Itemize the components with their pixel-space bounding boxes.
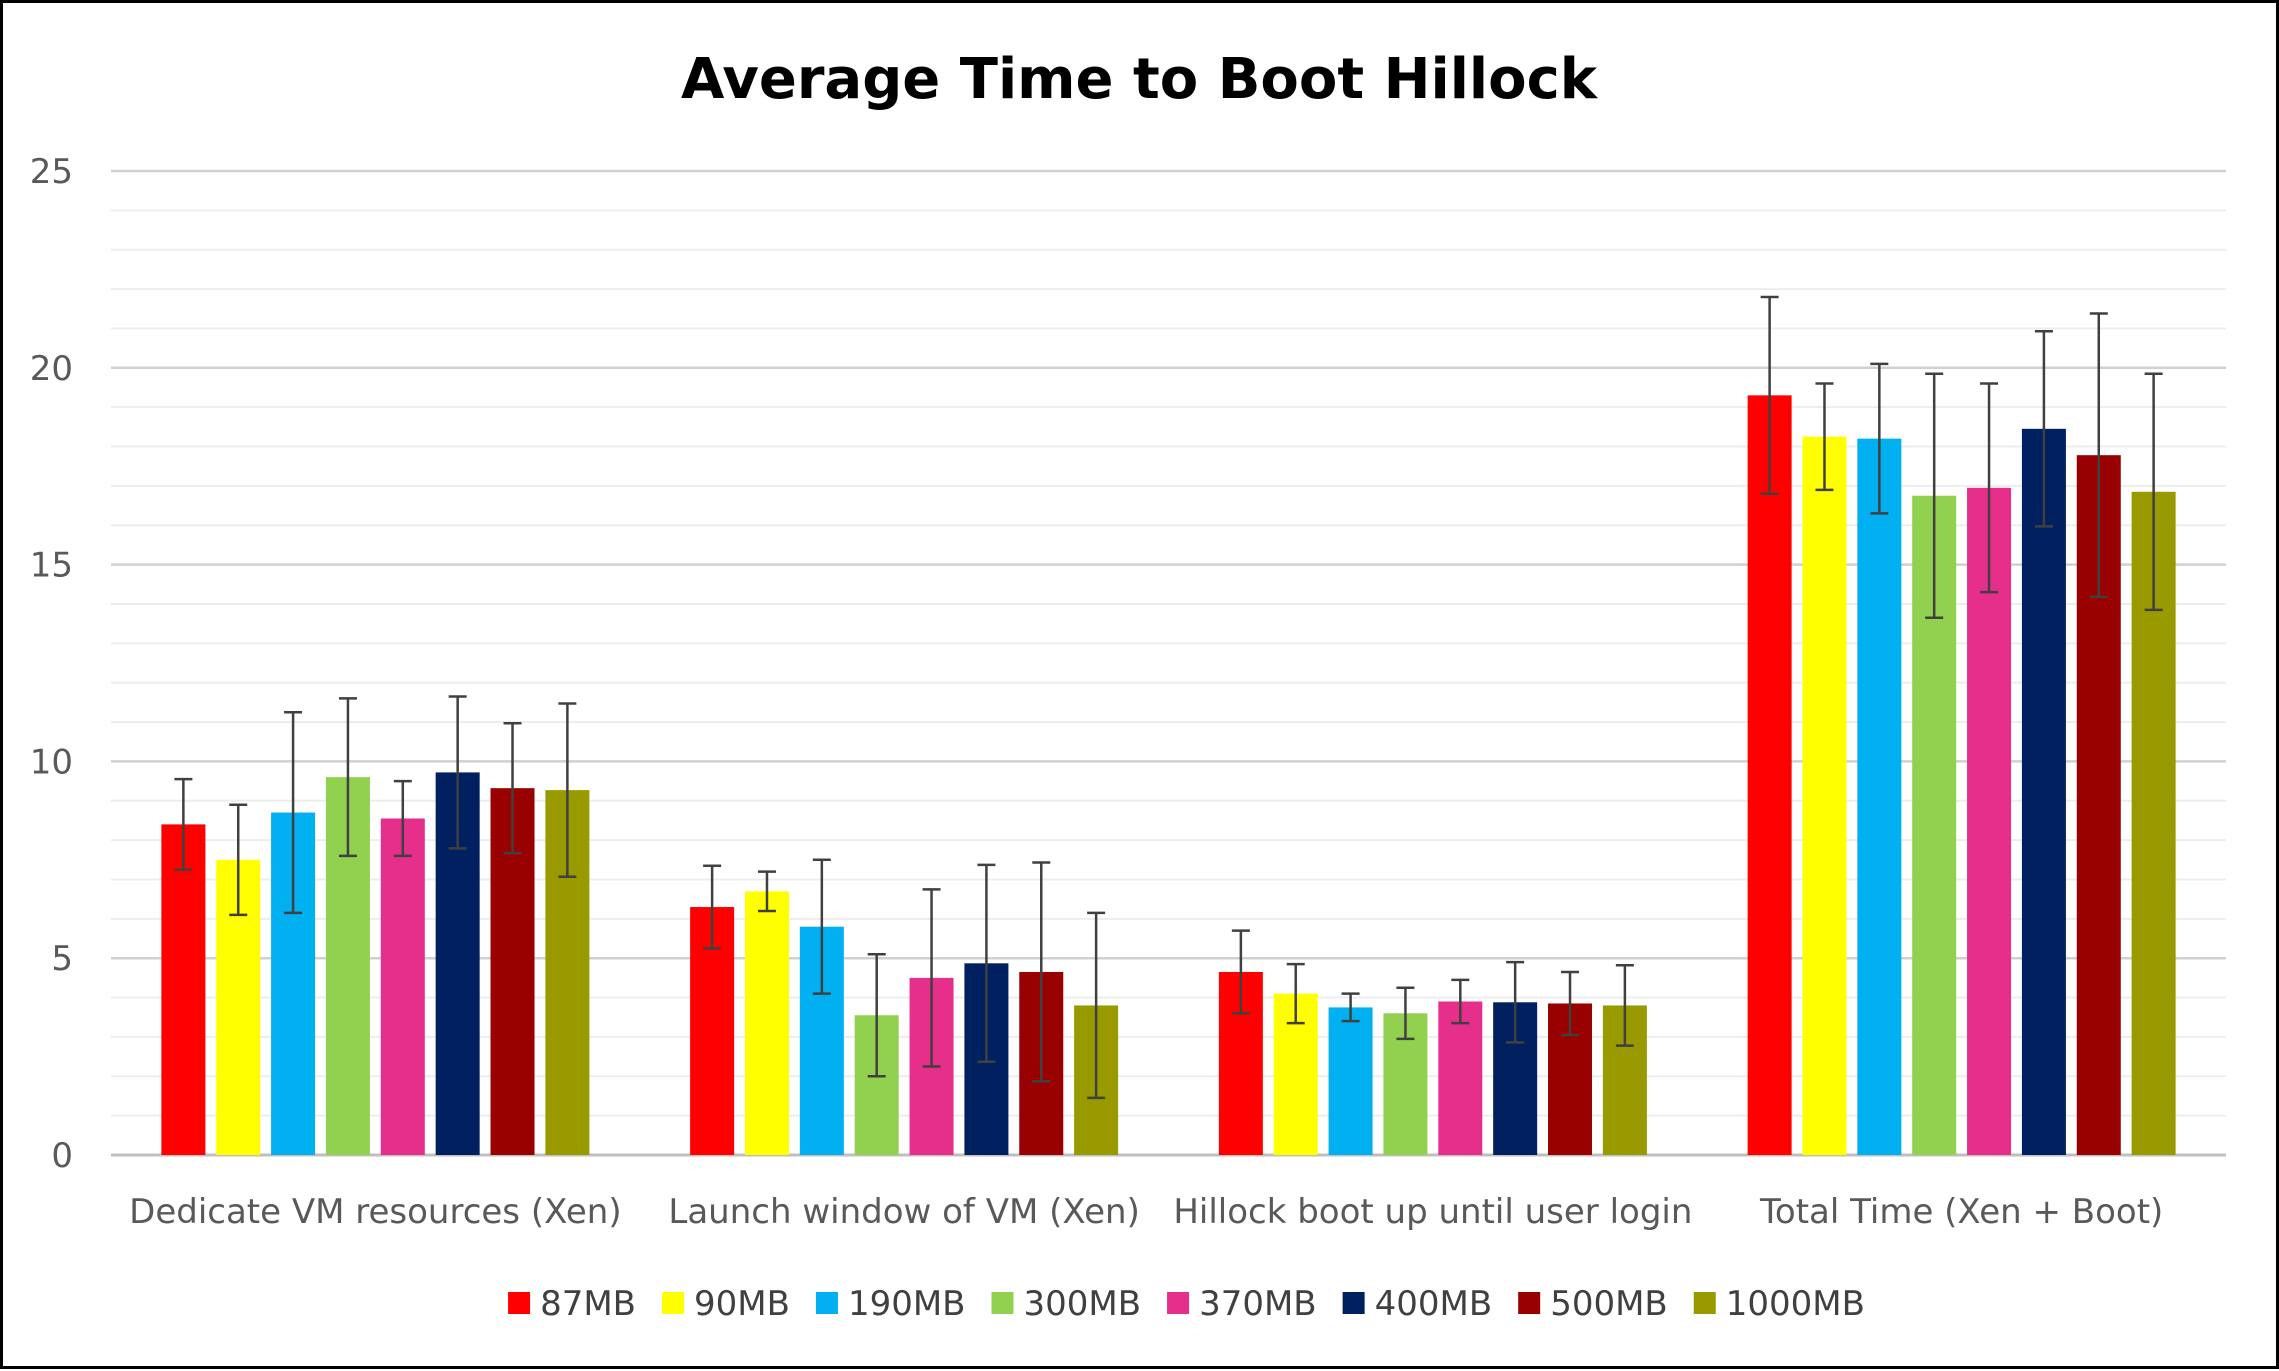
y-tick-label: 10 [30, 742, 73, 782]
legend-label-87MB: 87MB [540, 1284, 636, 1324]
bar-370MB-3 [1438, 1001, 1483, 1155]
bars [161, 395, 2176, 1156]
legend-swatch-370MB [1167, 1292, 1190, 1314]
legend-swatch-500MB [1518, 1292, 1541, 1314]
legend: 87MB 90MB 190MB 300MB 370MB 400MB 500MB 1000MB [508, 1284, 1865, 1324]
y-tick-label: 15 [30, 546, 73, 586]
legend-swatch-400MB [1342, 1292, 1365, 1314]
gridlines [111, 169, 2226, 1157]
x-category-label: Dedicate VM resources (Xen) [129, 1192, 621, 1232]
x-category-label: Total Time (Xen + Boot) [1759, 1192, 2163, 1232]
legend-label-1000MB: 1000MB [1726, 1284, 1865, 1324]
legend-swatch-1000MB [1693, 1292, 1716, 1314]
bar-370MB-4 [1967, 487, 2012, 1155]
bar-chart: Average Time to Boot Hillock 0510152025 … [30, 47, 2226, 1324]
legend-swatch-90MB [662, 1292, 684, 1314]
bar-190MB-4 [1857, 438, 1902, 1155]
y-tick-label: 20 [30, 349, 73, 389]
y-tick-label: 0 [51, 1136, 73, 1176]
y-axis: 0 5 10 15 20 25 [30, 152, 73, 1176]
bar-90MB-2 [744, 891, 789, 1155]
legend-swatch-87MB [508, 1292, 531, 1314]
bar-370MB-1 [380, 818, 425, 1155]
legend-label-190MB: 190MB [848, 1284, 966, 1324]
legend-swatch-300MB [991, 1292, 1014, 1314]
bar-87MB-1 [161, 824, 206, 1155]
legend-label-500MB: 500MB [1550, 1284, 1668, 1324]
y-tick-label: 5 [51, 939, 73, 979]
x-category-label: Launch window of VM (Xen) [668, 1192, 1139, 1232]
legend-swatch-190MB [815, 1292, 838, 1314]
chart-title: Average Time to Boot Hillock [681, 47, 1599, 112]
bar-190MB-3 [1328, 1007, 1373, 1155]
x-axis: Dedicate VM resources (Xen) Launch window… [129, 1192, 2163, 1232]
legend-label-370MB: 370MB [1199, 1284, 1317, 1324]
legend-label-400MB: 400MB [1375, 1284, 1493, 1324]
bar-400MB-4 [2021, 428, 2066, 1156]
y-tick-label: 25 [30, 152, 73, 192]
x-category-label: Hillock boot up until user login [1173, 1192, 1692, 1232]
error-bars [174, 295, 2163, 1100]
legend-label-300MB: 300MB [1024, 1284, 1142, 1324]
bar-87MB-4 [1747, 395, 1792, 1155]
bar-90MB-4 [1802, 436, 1847, 1155]
legend-label-90MB: 90MB [694, 1284, 790, 1324]
